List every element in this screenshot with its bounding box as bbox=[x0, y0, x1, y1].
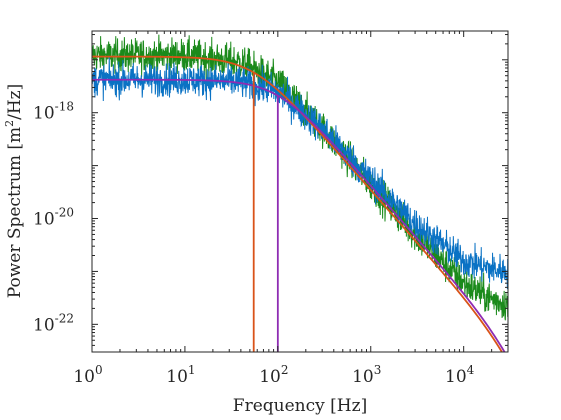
y-tick-label: 10-20 bbox=[33, 206, 74, 230]
x-tick-label: 103 bbox=[352, 363, 381, 387]
x-tick-label: 101 bbox=[166, 363, 195, 387]
y-axis-label: Power Spectrum [m2/Hz] bbox=[3, 84, 25, 299]
y-axis-label-tail: /Hz] bbox=[5, 84, 25, 120]
x-tick-label: 104 bbox=[445, 363, 475, 387]
plot-frame bbox=[91, 30, 509, 353]
y-tick-label: 10-22 bbox=[33, 311, 74, 335]
marker-layer bbox=[252, 72, 279, 352]
measured-spectrum-1 bbox=[92, 56, 508, 290]
x-axis-label: Frequency [Hz] bbox=[233, 396, 367, 416]
y-axis-label-superscript: 2 bbox=[3, 120, 16, 127]
y-axis-label-main: Power Spectrum [m bbox=[5, 127, 25, 298]
measured-spectrum-0 bbox=[92, 34, 508, 321]
lorentzian-fit-3 bbox=[92, 78, 506, 352]
x-tick-label: 102 bbox=[259, 363, 288, 387]
tick-layer: 100 101 102 103 104 10-22 10-20 10-18 bbox=[33, 31, 509, 387]
y-tick-label: 10-18 bbox=[33, 100, 74, 124]
series-layer bbox=[92, 34, 508, 352]
x-tick-label: 100 bbox=[73, 363, 102, 387]
